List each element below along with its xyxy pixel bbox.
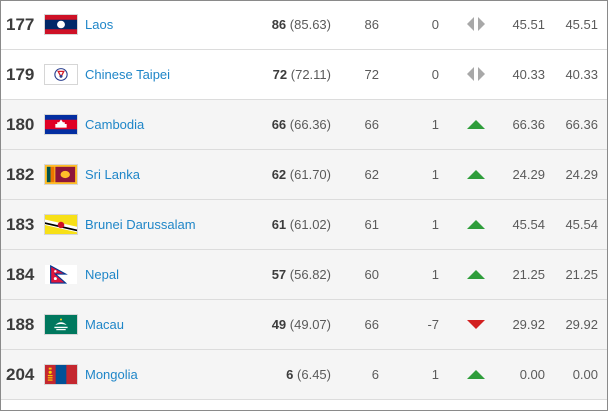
rank: 180 [6,115,35,134]
mongolia-flag-icon [44,364,78,385]
table-row: 184 Nepal 57 (56.82) 60 1 21.25 21.25 [1,250,607,300]
team-link[interactable]: Macau [85,317,125,332]
rank-movement: 1 [431,167,439,182]
rank-movement: 1 [431,217,439,232]
rank: 182 [6,165,35,184]
team-link[interactable]: Laos [85,17,114,32]
average-points: 21.25 [512,267,545,282]
arrow-down-icon [465,316,487,332]
previous-points: 6 [371,367,379,382]
rank: 188 [6,315,35,334]
team-link[interactable]: Cambodia [85,117,145,132]
rank: 184 [6,265,35,284]
chinese-taipei-flag-icon [44,64,78,85]
previous-points: 62 [364,167,379,182]
rank-movement: 1 [431,267,439,282]
no-change-icon [465,66,487,82]
previous-points: 66 [364,117,379,132]
points: 61 (61.02) [271,217,331,232]
rank: 204 [6,365,35,384]
rank-movement: 1 [431,367,439,382]
rank: 183 [6,215,35,234]
laos-flag-icon [44,14,78,35]
weighted-points: 45.51 [565,17,598,32]
arrow-up-icon [465,216,487,232]
previous-points: 61 [364,217,379,232]
arrow-up-icon [465,116,487,132]
rank-movement: 1 [431,117,439,132]
macau-flag-icon [44,314,78,335]
average-points: 45.51 [512,17,545,32]
brunei-flag-icon [44,214,78,235]
previous-points: 60 [364,267,379,282]
average-points: 45.54 [512,217,545,232]
weighted-points: 66.36 [565,117,598,132]
table-row: 177 Laos 86 (85.63) 86 0 45.51 45.51 [1,1,607,50]
rank-movement: 0 [431,17,439,32]
table-row: 180 Cambodia 66 (66.36) 66 1 66.36 66.36 [1,100,607,150]
average-points: 66.36 [512,117,545,132]
average-points: 0.00 [519,367,545,382]
points: 86 (85.63) [271,17,331,32]
arrow-up-icon [465,166,487,182]
team-link[interactable]: Sri Lanka [85,167,140,182]
weighted-points: 24.29 [565,167,598,182]
cambodia-flag-icon [44,114,78,135]
table-row: 182 Sri Lanka 62 (61.70) 62 1 24.29 24.2… [1,150,607,200]
weighted-points: 45.54 [565,217,598,232]
average-points: 40.33 [512,67,545,82]
sri-lanka-flag-icon [44,164,78,185]
rank: 179 [6,65,35,84]
table-row: 183 Brunei Darussalam 61 (61.02) 61 1 45… [1,200,607,250]
rank-movement: 0 [431,67,439,82]
points: 72 (72.11) [272,67,331,82]
rank-movement: -7 [427,317,439,332]
weighted-points: 0.00 [572,367,598,382]
weighted-points: 29.92 [565,317,598,332]
arrow-up-icon [465,266,487,282]
team-link[interactable]: Mongolia [85,367,138,382]
table-row: 204 Mongolia 6 (6.45) 6 1 0.00 0.00 [1,350,607,400]
team-link[interactable]: Chinese Taipei [85,67,171,82]
previous-points: 66 [364,317,379,332]
no-change-icon [465,16,487,32]
table-row: 179 Chinese Taipei 72 (72.11) 72 0 40.33… [1,50,607,100]
nepal-flag-icon [44,264,78,285]
points: 6 (6.45) [286,367,331,382]
previous-points: 86 [364,17,379,32]
table-row: 188 Macau 49 (49.07) 66 -7 29.92 29.92 [1,300,607,350]
team-link[interactable]: Nepal [85,267,119,282]
points: 66 (66.36) [271,117,331,132]
points: 57 (56.82) [271,267,331,282]
previous-points: 72 [364,67,379,82]
rank: 177 [6,15,35,34]
arrow-up-icon [465,366,487,382]
points: 62 (61.70) [271,167,331,182]
average-points: 24.29 [512,167,545,182]
weighted-points: 21.25 [565,267,598,282]
points: 49 (49.07) [271,317,331,332]
average-points: 29.92 [512,317,545,332]
weighted-points: 40.33 [565,67,598,82]
team-link[interactable]: Brunei Darussalam [85,217,196,232]
